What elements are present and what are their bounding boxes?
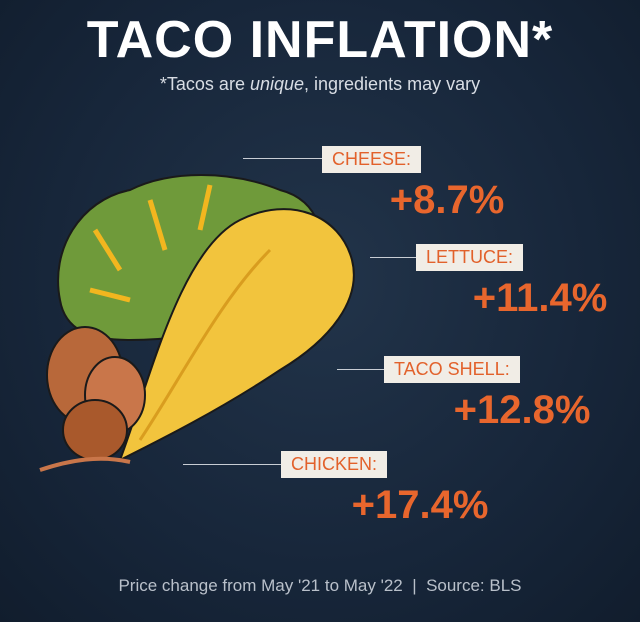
leader-line	[243, 158, 322, 159]
leader-line	[337, 369, 384, 370]
price-change: +8.7%	[389, 178, 505, 222]
subtitle-emphasis: unique	[249, 74, 305, 94]
leader-line	[370, 257, 416, 258]
price-change: +17.4%	[351, 483, 489, 527]
title: TACO INFLATION*	[86, 11, 554, 69]
subtitle-text: *Tacos are	[159, 74, 250, 94]
footer: Price change from May '21 to May '22 | S…	[118, 576, 522, 595]
leader-line	[183, 464, 281, 465]
subtitle: *Tacos are unique, ingredients may vary	[0, 74, 640, 95]
ingredient-label: LETTUCE:	[416, 244, 524, 271]
ingredient-label: CHICKEN:	[281, 451, 388, 478]
subtitle-text: , ingredients may vary	[304, 74, 481, 94]
ingredient-label: CHEESE:	[322, 146, 422, 173]
price-change: +12.8%	[453, 388, 591, 432]
price-change: +11.4%	[472, 276, 608, 320]
ingredient-label: TACO SHELL:	[384, 356, 520, 383]
